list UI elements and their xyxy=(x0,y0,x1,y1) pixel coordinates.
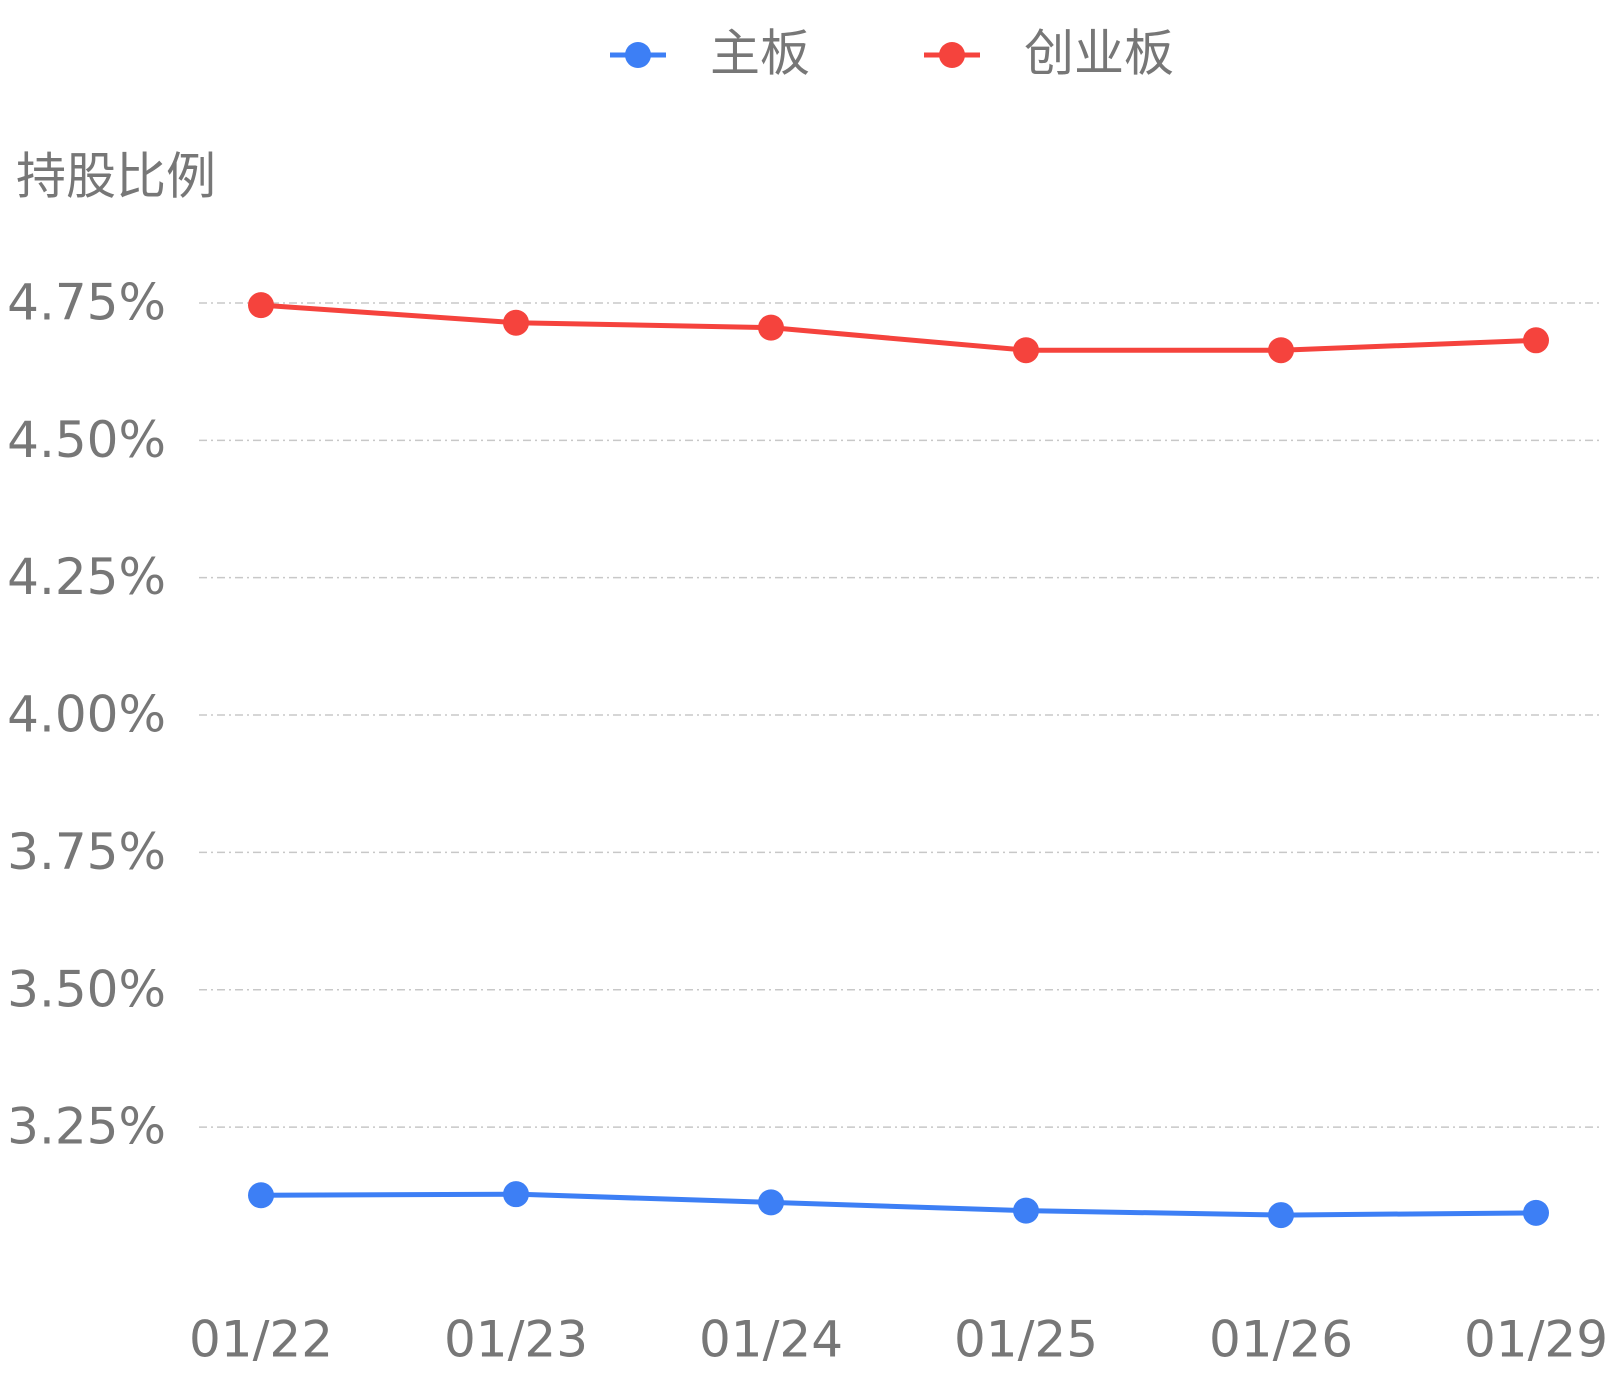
data-point xyxy=(503,309,529,336)
x-tick-label: 01/24 xyxy=(699,1311,843,1369)
y-tick-label: 4.50% xyxy=(7,411,166,469)
y-tick-label: 4.00% xyxy=(7,686,166,744)
data-point xyxy=(503,1181,529,1208)
series-line xyxy=(260,1191,1537,1218)
legend-label: 创业板 xyxy=(1024,25,1174,83)
legend-label: 主板 xyxy=(710,25,810,83)
y-tick-label: 3.75% xyxy=(7,823,166,881)
x-tick-label: 01/22 xyxy=(189,1311,333,1369)
data-point xyxy=(1523,327,1549,354)
data-point xyxy=(758,1189,784,1216)
y-tick-label: 3.50% xyxy=(7,960,166,1018)
data-point xyxy=(1268,337,1294,364)
data-point xyxy=(248,292,274,319)
y-axis-title: 持股比例 xyxy=(16,148,216,206)
legend-marker xyxy=(939,42,965,68)
data-point xyxy=(1523,1199,1549,1226)
y-tick-label: 3.25% xyxy=(7,1098,166,1156)
legend-marker xyxy=(625,42,651,68)
series-line xyxy=(260,302,1537,353)
data-point xyxy=(1013,337,1039,364)
x-tick-label: 01/23 xyxy=(444,1311,588,1369)
data-point xyxy=(1268,1202,1294,1229)
y-tick-label: 4.75% xyxy=(7,273,166,331)
y-tick-label: 4.25% xyxy=(7,548,166,606)
data-point xyxy=(1013,1197,1039,1224)
data-point xyxy=(248,1182,274,1209)
data-point xyxy=(758,314,784,341)
x-tick-label: 01/25 xyxy=(954,1311,1098,1369)
x-tick-label: 01/26 xyxy=(1209,1311,1353,1369)
x-tick-label: 01/29 xyxy=(1464,1311,1608,1369)
